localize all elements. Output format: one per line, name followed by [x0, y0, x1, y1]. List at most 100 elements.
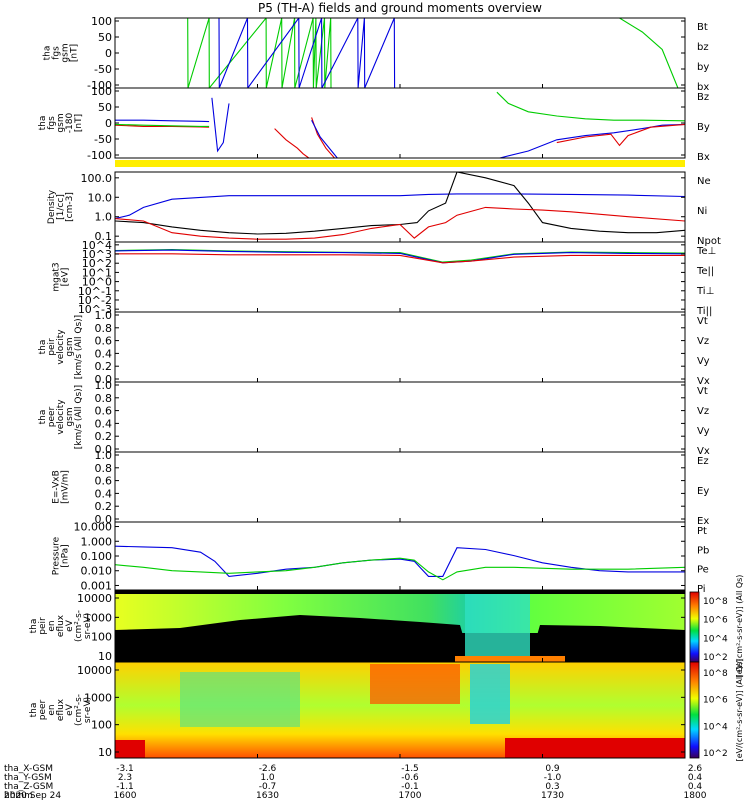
figure-title: P5 (TH-A) fields and ground moments over… [258, 1, 542, 15]
legend-entry-fgs_gse-2: Bx [697, 152, 710, 163]
colorbar-label-peer_eflux: [eV/(cm²-s-sr-eV)] (All Qs) [735, 659, 744, 762]
legend-entry-density-1: Ni [697, 206, 707, 217]
y-tick-label-pressure-2: 0.100 [81, 550, 113, 563]
series-group-fgs_gse [115, 91, 685, 158]
y-axis-label-line-peer_velocity-4: [km/s (All Qs)] [74, 385, 84, 449]
y-tick-label-peir_eflux-0: 10000 [77, 592, 112, 605]
peir-spectrogram-cyan-patch [465, 593, 530, 662]
series-line-density-0 [115, 193, 685, 220]
y-tick-label-temperature-1: 10^3 [82, 248, 112, 261]
y-axis-label-line-fgs_gse-3: -180 [65, 113, 75, 134]
legend-entry-temperature-3: Ti|| [696, 306, 712, 317]
y-axis-label-line-fgs_gse-2: gsm [56, 113, 66, 132]
y-tick-label-peer_eflux-3: 10 [98, 746, 112, 759]
y-axis-label-line-peer_eflux-5: (cm²-s- [74, 694, 84, 726]
series-group-pressure [115, 545, 685, 581]
y-axis-label-line-peir_velocity-4: [km/s (All Qs)] [74, 315, 84, 379]
y-axis-label-fgs_gse: tha fgs gsm -180 [nT] [38, 113, 84, 134]
y-axis-label-density: Density [1/cc] [cm-3] [47, 189, 75, 224]
x-axis-value-0-2: -1.5 [401, 764, 419, 774]
legend-entry-peer_velocity-1: Vz [697, 406, 709, 417]
series-line-fgs_gse-8 [499, 123, 685, 158]
y-tick-label-peer_velocity-5: 0.0 [95, 443, 113, 456]
panel-frame-peer_velocity [114, 381, 686, 453]
legend-entry-efield-0: Ez [697, 456, 709, 467]
x-axis-value-0-4: 2.6 [688, 764, 703, 774]
y-tick-label-peer_velocity-4: 0.2 [95, 430, 113, 443]
y-axis-label-line-fgs-2: gsm [61, 43, 71, 62]
y-tick-label-temperature-7: 10^-3 [78, 303, 112, 316]
series-line-fgs-1 [218, 18, 396, 88]
series-line-pressure-1 [115, 557, 685, 581]
x-axis-labels: tha_X-GSM -3.1 -2.6 -1.5 0.9 2.6 tha_Y-GSM 2.3 1… [4, 764, 707, 800]
x-axis-value-0-3: 0.9 [545, 764, 560, 774]
y-axis-label-line-fgs_gse-0: tha [38, 116, 48, 131]
y-tick-label-peir_velocity-5: 0.0 [95, 373, 113, 386]
panel-fgs: 100 50 0 -50 -100 tha fgs gsm [nT] Bt bz by bx [43, 15, 710, 93]
panel-frame-efield [114, 451, 686, 523]
y-axis-label-line-peir_eflux-1: peir [38, 617, 48, 635]
colorbar-tick-peer_eflux-2: 10^4 [703, 722, 728, 732]
series-line-fgs_gse-4 [274, 128, 310, 158]
y-axis-label-pressure: Pressure [nPa] [52, 536, 71, 575]
peir-spectrogram [115, 590, 685, 662]
y-tick-label-temperature-3: 10^1 [82, 266, 112, 279]
y-tick-label-fgs_gse-4: -100 [87, 149, 112, 162]
x-axis-value-3-0: 1600 [114, 791, 137, 800]
y-tick-label-pressure-0: 10.000 [74, 521, 113, 534]
y-axis-label-line-peer_velocity-0: tha [38, 410, 48, 425]
legend-entry-pressure-2: Pe [697, 565, 709, 576]
y-axis-label-line-peir_velocity-3: gsm [65, 337, 75, 356]
y-tick-label-peer_velocity-1: 0.8 [95, 392, 113, 405]
y-axis-label-peir_velocity: tha peir velocity gsm [km/s (All Qs)] [38, 315, 84, 379]
panel-frame-pressure [114, 521, 686, 591]
series-line-fgs_gse-1 [115, 124, 210, 128]
y-tick-label-fgs_gse-1: 50 [98, 101, 112, 114]
x-axis-value-3-1: 1630 [256, 791, 279, 800]
legend-entry-fgs-0: Bt [697, 22, 708, 33]
y-axis-label-line-peir_eflux-4: eV [65, 619, 75, 632]
x-axis-value-2-2: -0.1 [401, 782, 419, 792]
y-axis-label-line-peir_velocity-2: velocity [56, 329, 66, 365]
y-axis-label-fgs: tha fgs gsm [nT] [43, 43, 80, 62]
y-axis-label-line-density-0: Density [47, 189, 57, 224]
legend-entry-fgs-3: bx [697, 82, 709, 93]
legend-entry-density-2: Npot [697, 236, 721, 247]
x-axis-value-2-4: 0.4 [688, 782, 703, 792]
series-line-fgs_gse-9 [556, 123, 685, 147]
colorbar-tick-peir_eflux-2: 10^4 [703, 634, 728, 644]
y-tick-label-density-3: 0.1 [95, 230, 113, 243]
yellow-status-bar [115, 160, 685, 167]
y-axis-label-line-fgs-0: tha [43, 46, 53, 61]
x-axis-value-1-0: 2.3 [118, 773, 132, 783]
y-tick-label-density-2: 1.0 [95, 211, 113, 224]
colorbar-tick-peir_eflux-1: 10^6 [703, 616, 728, 626]
y-tick-label-peir_velocity-1: 0.8 [95, 322, 113, 335]
y-axis-label-line-fgs-3: [nT] [70, 44, 80, 62]
peer-spectrogram-red-region [370, 664, 460, 704]
y-tick-label-efield-2: 0.6 [95, 475, 113, 488]
colorbars [689, 591, 700, 759]
panel-frame-peir_velocity [114, 311, 686, 383]
y-axis-label-line-fgs_gse-4: [nT] [74, 114, 84, 132]
x-axis-row-label-1: tha_Y-GSM [4, 773, 52, 783]
y-tick-label-peer_eflux-0: 10000 [77, 664, 112, 677]
y-tick-label-temperature-0: 10^4 [82, 239, 112, 252]
colorbar-tick-peir_eflux-3: 10^2 [703, 653, 728, 663]
legend-entry-fgs-2: by [697, 62, 709, 73]
x-axis-value-2-0: -1.1 [116, 782, 134, 792]
y-axis-label-line-peir_velocity-0: tha [38, 340, 48, 355]
y-tick-label-peer_velocity-2: 0.6 [95, 405, 113, 418]
panel-temperature: 10^410^310^210^110^010^-110^-210^-3 mgat3… [52, 239, 717, 317]
colorbar-tick-peer_eflux-1: 10^6 [703, 696, 728, 706]
legend-entry-density-0: Ne [697, 176, 711, 187]
legend-entry-fgs_gse-0: Bz [697, 92, 709, 103]
series-line-fgs-2 [619, 18, 679, 88]
y-axis-label-peer_velocity: tha peer velocity gsm [km/s (All Qs)] [38, 385, 84, 449]
x-axis-value-3-2: 1700 [399, 791, 422, 800]
y-axis-label-line-pressure-1: [nPa] [61, 544, 71, 567]
peer-spectrogram [115, 662, 685, 758]
peer-spectrogram-cyan-region [470, 664, 510, 724]
